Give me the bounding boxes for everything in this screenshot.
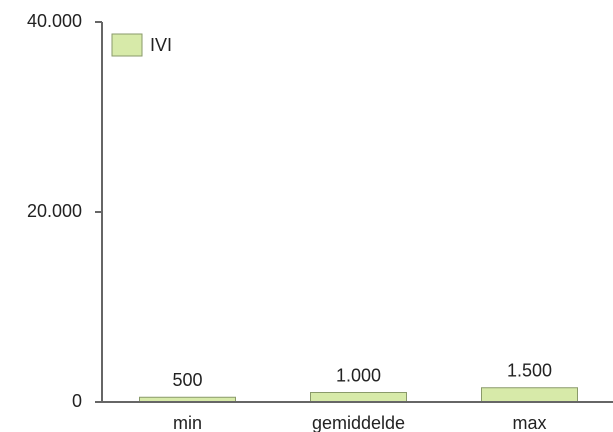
legend-swatch [111, 33, 143, 57]
value-label: 1.500 [507, 361, 552, 381]
x-tick-label: min [173, 413, 202, 432]
y-tick-label: 40.000 [27, 11, 82, 31]
value-label: 1.000 [336, 365, 381, 385]
bar [310, 392, 407, 403]
value-label: 500 [172, 370, 202, 390]
y-tick-label: 0 [72, 391, 82, 411]
x-tick-label: gemiddelde [312, 413, 405, 432]
bar [481, 387, 578, 403]
legend-label: IVI [150, 35, 172, 55]
y-tick-label: 20.000 [27, 201, 82, 221]
x-tick-label: max [512, 413, 546, 432]
